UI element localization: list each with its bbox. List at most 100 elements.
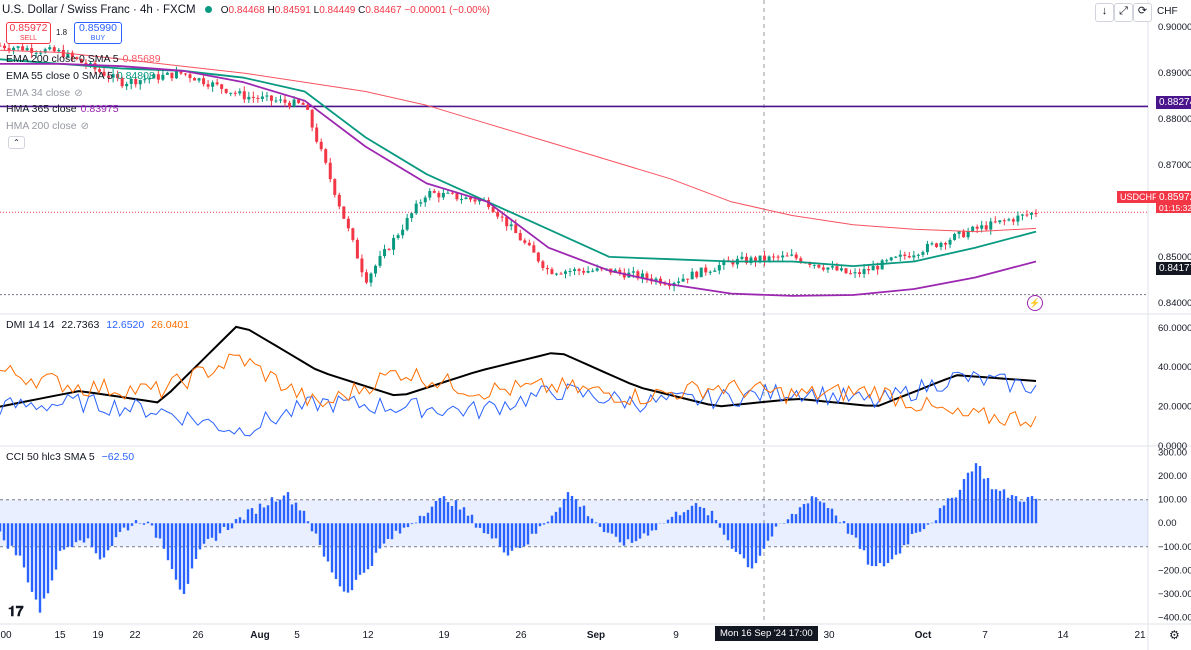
- legend-ema200[interactable]: EMA 200 close 0 SMA 5 0.85689: [6, 53, 161, 65]
- candle-body: [713, 270, 717, 272]
- eye-hidden-icon[interactable]: ⊘: [80, 121, 90, 132]
- collapse-legend-button[interactable]: ⌃: [8, 136, 25, 149]
- cci-bar: [290, 504, 294, 524]
- cci-bar: [126, 523, 130, 531]
- candle-body: [600, 268, 604, 270]
- plus-di-line: [0, 370, 1037, 437]
- cci-legend[interactable]: CCI 50 hlc3 SMA 5 −62.50: [6, 451, 135, 463]
- candle-body: [147, 78, 151, 80]
- candle-body: [844, 268, 848, 274]
- candle-body: [668, 284, 672, 287]
- candle-body: [242, 91, 246, 100]
- arrow-down-icon[interactable]: ↓: [1095, 3, 1114, 22]
- cci-bar: [766, 523, 770, 541]
- candle-body: [66, 52, 70, 58]
- legend-ema34[interactable]: EMA 34 close ⊘: [6, 87, 83, 99]
- cci-bar: [610, 523, 614, 534]
- cci-bar: [450, 506, 454, 524]
- candle-body: [455, 193, 459, 200]
- cci-bar: [674, 511, 678, 524]
- candle-body: [812, 264, 816, 266]
- candle-body: [251, 96, 255, 98]
- refresh-icon[interactable]: ⟳: [1133, 3, 1152, 22]
- cci-bar: [1006, 497, 1010, 524]
- legend-hma200[interactable]: HMA 200 close ⊘: [6, 120, 90, 132]
- alert-icon[interactable]: ⚡: [1027, 295, 1043, 311]
- cci-bar: [134, 520, 138, 524]
- candle-body: [794, 254, 798, 259]
- cci-bar: [462, 507, 466, 524]
- candle-body: [708, 271, 712, 273]
- cci-bar: [958, 489, 962, 524]
- expand-icon[interactable]: ⤢: [1114, 3, 1133, 22]
- cci-bar: [166, 523, 170, 561]
- candle-body: [125, 83, 129, 87]
- candle-body: [16, 46, 20, 48]
- low-value: 0.84449: [319, 5, 356, 16]
- hline-price-tag: 0.88274: [1156, 96, 1191, 109]
- candle-body: [559, 273, 563, 275]
- candle-body: [414, 203, 418, 214]
- candle-body: [767, 256, 771, 261]
- candle-body: [545, 268, 549, 270]
- symbol-title[interactable]: U.S. Dollar / Swiss Franc · 4h · FXCM: [2, 4, 196, 16]
- time-tick-label: 00: [0, 630, 12, 641]
- candle-body: [161, 74, 165, 80]
- dmi-legend[interactable]: DMI 14 14 22.7363 12.6520 26.0401: [6, 319, 190, 331]
- candle-body: [659, 278, 663, 284]
- candle-body: [500, 216, 504, 218]
- candle-body: [880, 260, 884, 270]
- cci-bar: [1034, 498, 1038, 524]
- price-tick-label: 0.87000: [1158, 160, 1191, 171]
- time-tick-label: 14: [1057, 630, 1069, 641]
- cci-bar: [734, 523, 738, 552]
- support-price-tag: 0.84177: [1156, 262, 1191, 275]
- cci-bar: [110, 523, 114, 546]
- cci-bar: [46, 523, 50, 594]
- candle-body: [143, 79, 147, 81]
- candle-body: [889, 257, 893, 261]
- candle-body: [862, 269, 866, 275]
- cci-bar: [714, 520, 718, 524]
- legend-ema55[interactable]: EMA 55 close 0 SMA 5 0.84808: [6, 70, 155, 82]
- cci-bar: [310, 523, 314, 532]
- candle-body: [401, 229, 405, 236]
- cci-bar: [154, 523, 158, 538]
- currency-label[interactable]: CHF: [1157, 6, 1178, 17]
- candle-body: [568, 270, 572, 272]
- candle-body: [640, 273, 644, 279]
- cci-bar: [190, 523, 194, 569]
- cci-bar: [634, 523, 638, 542]
- candle-body: [505, 216, 509, 227]
- cci-bar: [458, 509, 462, 524]
- candle-body: [256, 97, 260, 99]
- cci-bar: [194, 523, 198, 559]
- candle-body: [858, 272, 862, 275]
- candle-body: [12, 47, 16, 51]
- candle-body: [808, 262, 812, 265]
- cci-bar: [426, 512, 430, 524]
- cci-bar: [130, 523, 134, 526]
- candle-body: [1034, 213, 1038, 215]
- cci-bar: [118, 523, 122, 532]
- tradingview-logo[interactable]: 𝟏𝟕: [8, 603, 24, 619]
- candle-body: [21, 46, 25, 51]
- candle-body: [265, 95, 269, 97]
- candle-body: [197, 78, 201, 81]
- cci-tick-label: −100.00: [1158, 542, 1191, 553]
- eye-hidden-icon[interactable]: ⊘: [74, 88, 83, 99]
- legend-hma365[interactable]: HMA 365 close 0.83975: [6, 103, 119, 115]
- cci-bar: [350, 523, 354, 591]
- candle-body: [238, 91, 242, 94]
- cci-bar: [630, 523, 634, 543]
- sell-button[interactable]: 0.85972 SELL: [6, 22, 51, 44]
- candle-body: [274, 100, 278, 102]
- cci-bar: [822, 502, 826, 524]
- cci-bar: [1022, 501, 1026, 524]
- cci-bar: [98, 523, 102, 560]
- candle-body: [269, 95, 273, 101]
- settings-gear-icon[interactable]: ⚙: [1169, 628, 1180, 642]
- buy-button[interactable]: 0.85990 BUY: [74, 22, 122, 44]
- cci-bar: [518, 523, 522, 549]
